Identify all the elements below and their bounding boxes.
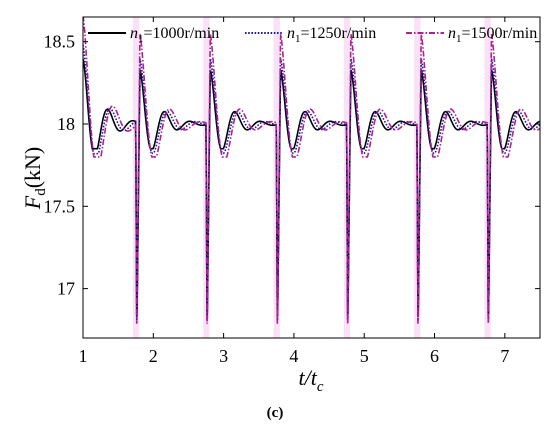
y-tick-label: 18 bbox=[57, 114, 75, 134]
legend-label: n1=1000r/min bbox=[130, 25, 219, 45]
x-tick-label: 7 bbox=[500, 346, 509, 366]
y-tick-label: 17.5 bbox=[44, 196, 76, 216]
y-axis-label: Fd(kN) bbox=[20, 147, 49, 211]
x-tick-label: 5 bbox=[360, 346, 369, 366]
x-axis-label: t/tc bbox=[298, 365, 323, 395]
x-tick-label: 2 bbox=[149, 346, 158, 366]
series-line-3 bbox=[83, 17, 540, 324]
series-line-2 bbox=[83, 44, 540, 321]
legend-label: n1=1500r/min bbox=[448, 25, 537, 45]
y-tick-label: 18.5 bbox=[44, 32, 76, 52]
x-tick-label: 6 bbox=[430, 346, 439, 366]
legend: n1=1000r/min n1=1250r/min n1=1500r/min bbox=[88, 25, 537, 45]
series-lines bbox=[83, 17, 540, 324]
y-axis: 17 17.5 18 18.5 bbox=[44, 32, 540, 299]
plot-background bbox=[83, 17, 540, 338]
legend-label: n1=1250r/min bbox=[287, 25, 376, 45]
x-tick-label: 4 bbox=[289, 346, 298, 366]
x-axis: 1 2 3 4 5 6 7 bbox=[79, 17, 509, 366]
x-tick-label: 3 bbox=[219, 346, 228, 366]
y-tick-label: 17 bbox=[57, 279, 75, 299]
plot-frame bbox=[82, 16, 541, 339]
x-tick-label: 1 bbox=[79, 346, 88, 366]
figure-caption: (c) bbox=[267, 405, 284, 421]
series-line-1 bbox=[83, 58, 540, 317]
